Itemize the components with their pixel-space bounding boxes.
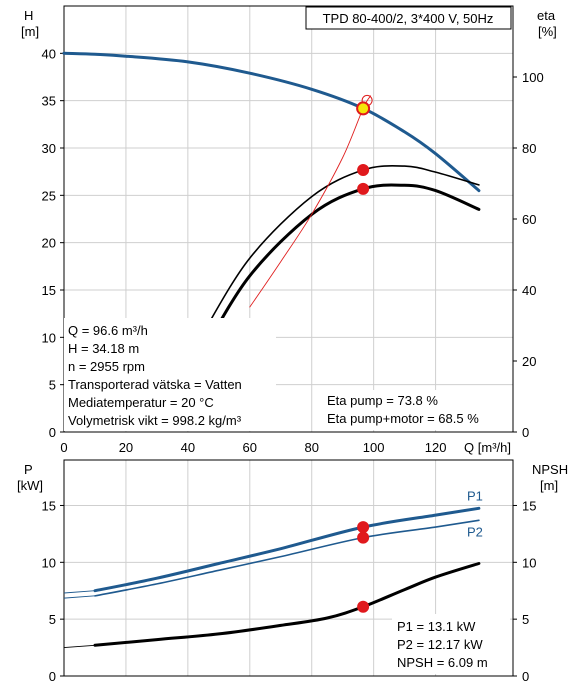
eta-pump-text: Eta pump = 73.8 %	[327, 393, 438, 408]
p2-curve	[94, 519, 480, 597]
y-right-tick-label: 80	[522, 141, 536, 156]
info-line-fluid: Transporterad vätska = Vatten	[68, 377, 242, 392]
duty-point-marker	[356, 101, 371, 116]
chart-title-box	[305, 6, 512, 30]
p1-marker	[357, 521, 370, 534]
x-tick-label: 60	[243, 440, 257, 455]
npsh-curve-extension	[63, 644, 95, 649]
p2-value-text: P2 = 12.17 kW	[397, 637, 483, 652]
y-left-tick-label: 35	[42, 94, 56, 109]
eta-axis-title: eta	[537, 8, 556, 23]
npsh-tick-label: 15	[522, 498, 536, 513]
q-axis-title: Q [m³/h]	[464, 440, 511, 455]
x-tick-label: 80	[304, 440, 318, 455]
p1-curve	[93, 506, 481, 593]
series-label-p1: P1	[467, 488, 483, 503]
head-curve	[62, 51, 481, 193]
eta-pump-curve	[202, 165, 480, 334]
power-tick-label: 10	[42, 555, 56, 570]
info-line-q: Q = 96.6 m³/h	[68, 323, 148, 338]
chart-title: TPD 80-400/2, 3*400 V, 50Hz	[323, 11, 494, 26]
npsh-marker	[357, 600, 370, 613]
eta-total-curve	[201, 183, 481, 353]
x-tick-label: 100	[363, 440, 385, 455]
top-panel-grid	[63, 6, 513, 433]
y-left-tick-label: 25	[42, 188, 56, 203]
p2-curve-extension	[63, 595, 95, 599]
h-axis-unit: [m]	[21, 24, 39, 39]
p1-value-text: P1 = 13.1 kW	[397, 619, 476, 634]
power-tick-label: 0	[49, 669, 56, 684]
npsh-tick-label: 5	[522, 612, 529, 627]
npsh-curve	[93, 562, 481, 647]
y-left-tick-label: 5	[49, 378, 56, 393]
system-curve	[249, 95, 372, 308]
info-line-h: H = 34.18 m	[68, 341, 139, 356]
p-axis-unit: [kW]	[17, 478, 43, 493]
head-curve-extension	[63, 52, 95, 55]
npsh-tick-label: 0	[522, 669, 529, 684]
p1-curve-extension	[63, 590, 95, 594]
npsh-axis-title: NPSH	[532, 462, 568, 477]
y-right-tick-label: 20	[522, 354, 536, 369]
npsh-tick-label: 10	[522, 555, 536, 570]
power-tick-label: 5	[49, 612, 56, 627]
power-info-background	[392, 614, 510, 674]
bottom-plot-frame	[63, 459, 514, 677]
h-axis-title: H	[24, 8, 33, 23]
series-label-p2: P2	[467, 524, 483, 539]
y-left-tick-label: 10	[42, 330, 56, 345]
y-left-tick-label: 40	[42, 46, 56, 61]
p-axis-title: P	[24, 462, 33, 477]
npsh-axis-unit: [m]	[540, 478, 558, 493]
info-line-n: n = 2955 rpm	[68, 359, 145, 374]
info-box-background	[64, 318, 276, 431]
y-left-tick-label: 0	[49, 425, 56, 440]
eta-axis-unit: [%]	[538, 24, 557, 39]
eta-info-background	[320, 390, 510, 430]
npsh-value-text: NPSH = 6.09 m	[397, 655, 488, 670]
x-tick-label: 20	[119, 440, 133, 455]
y-right-tick-label: 100	[522, 70, 544, 85]
y-left-tick-label: 15	[42, 283, 56, 298]
eta-total-marker	[357, 182, 370, 195]
y-right-tick-label: 60	[522, 212, 536, 227]
y-right-tick-label: 0	[522, 425, 529, 440]
x-tick-label: 0	[60, 440, 67, 455]
info-line-temperature: Mediatemperatur = 20 °C	[68, 395, 214, 410]
p2-marker	[357, 531, 370, 544]
y-right-tick-label: 40	[522, 283, 536, 298]
x-tick-label: 40	[181, 440, 195, 455]
x-tick-label: 120	[425, 440, 447, 455]
y-left-tick-label: 30	[42, 141, 56, 156]
eta-pump-marker	[357, 164, 370, 177]
y-left-tick-label: 20	[42, 236, 56, 251]
eta-total-text: Eta pump+motor = 68.5 %	[327, 411, 479, 426]
power-tick-label: 15	[42, 498, 56, 513]
info-line-density: Volymetrisk vikt = 998.2 kg/m³	[68, 413, 242, 428]
